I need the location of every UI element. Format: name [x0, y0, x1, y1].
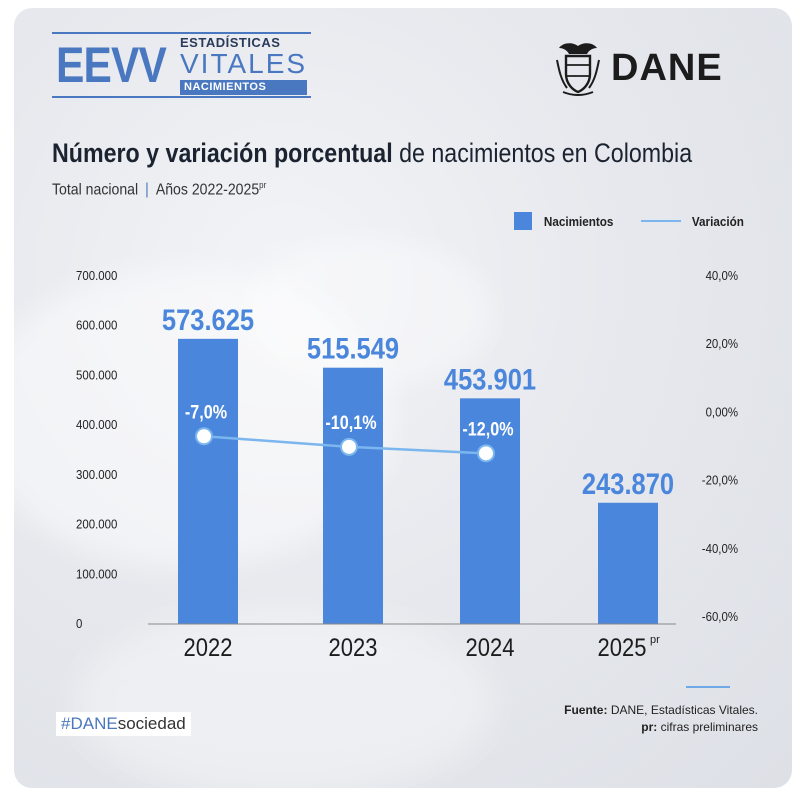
y-left-tick-label: 100.000 — [76, 567, 118, 582]
x-tick-label: 2022 — [184, 634, 233, 662]
coat-of-arms-icon — [556, 43, 600, 96]
dane-logo: DANE — [553, 40, 723, 96]
subtitle-left: Total nacional — [52, 181, 139, 199]
background-shape — [74, 608, 494, 788]
x-tick-label: 2024 — [466, 634, 515, 662]
source-divider — [686, 686, 730, 688]
variation-label: -7,0% — [185, 401, 227, 423]
y-left-tick-label: 300.000 — [76, 467, 118, 482]
source-text: DANE, Estadísticas Vitales. — [607, 703, 758, 717]
chart-legend: Nacimientos Variación — [514, 212, 747, 230]
variation-label: -10,1% — [325, 412, 376, 434]
bar-value-label: 243.870 — [582, 467, 674, 500]
y-right-tick-label: -60,0% — [702, 609, 738, 624]
dane-wordmark: DANE — [611, 46, 723, 89]
subtitle-separator: | — [145, 181, 149, 199]
title-bold: Número y variación porcentual — [52, 138, 393, 168]
variation-point — [477, 444, 495, 463]
bar-value-label: 453.901 — [444, 362, 536, 395]
note-label: pr: — [641, 720, 658, 734]
chart-title: Número y variación porcentual de nacimie… — [52, 138, 692, 169]
hashtag-rest: sociedad — [117, 714, 186, 733]
legend-line-label: Variación — [692, 213, 745, 229]
eevv-line-nacimientos: NACIMIENTOS — [180, 79, 308, 95]
eevv-words: ESTADÍSTICAS VITALES NACIMIENTOS — [180, 34, 308, 95]
subtitle-superscript: pr — [259, 180, 267, 190]
note-line: pr: cifras preliminares — [564, 719, 758, 736]
variation-label: -12,0% — [462, 418, 513, 440]
y-left-tick-label: 600.000 — [76, 318, 118, 333]
source-note: Fuente: DANE, Estadísticas Vitales. pr: … — [564, 702, 758, 736]
legend-line-swatch — [641, 220, 682, 222]
x-tick-label: 2023 — [329, 634, 378, 662]
y-left-tick-label: 0 — [76, 616, 83, 631]
bar-value-label: 573.625 — [162, 303, 254, 336]
title-rest: de nacimientos en Colombia — [392, 138, 693, 168]
variation-point — [340, 437, 358, 456]
y-right-tick-label: -40,0% — [702, 541, 738, 556]
y-right-tick-label: -20,0% — [702, 473, 738, 488]
bar — [323, 367, 383, 624]
y-right-tick-label: 20,0% — [706, 337, 739, 352]
x-tick-superscript: pr — [650, 634, 660, 646]
source-line: Fuente: DANE, Estadísticas Vitales. — [564, 702, 758, 719]
bar — [178, 338, 238, 624]
y-left-tick-label: 700.000 — [76, 268, 118, 283]
bar — [598, 502, 658, 624]
eevv-abbreviation: EEVV — [56, 37, 167, 93]
bar-value-label: 515.549 — [307, 332, 399, 365]
y-right-tick-label: 40,0% — [706, 268, 739, 283]
note-text: cifras preliminares — [657, 720, 758, 734]
y-left-tick-label: 400.000 — [76, 417, 118, 432]
y-left-tick-label: 500.000 — [76, 368, 118, 383]
y-right-tick-label: 0,00% — [706, 405, 739, 420]
eevv-line-estadisticas: ESTADÍSTICAS — [180, 34, 281, 50]
hashtag-badge: #DANEsociedad — [56, 712, 191, 736]
background-shape — [244, 238, 494, 388]
eevv-logo: EEVV ESTADÍSTICAS VITALES NACIMIENTOS — [52, 32, 312, 98]
source-label: Fuente: — [564, 703, 608, 717]
chart-subtitle: Total nacional | Años 2022-2025pr — [52, 180, 266, 199]
x-tick-label: 2025 — [598, 634, 647, 662]
hashtag-brand: #DANE — [61, 714, 118, 733]
bar — [460, 398, 520, 624]
y-left-tick-label: 200.000 — [76, 517, 118, 532]
subtitle-right: Años 2022-2025 — [155, 181, 260, 199]
legend-bar-label: Nacimientos — [543, 213, 614, 229]
variation-point — [195, 427, 213, 446]
eevv-line-vitales: VITALES — [180, 47, 308, 79]
legend-bar-swatch — [514, 212, 532, 230]
